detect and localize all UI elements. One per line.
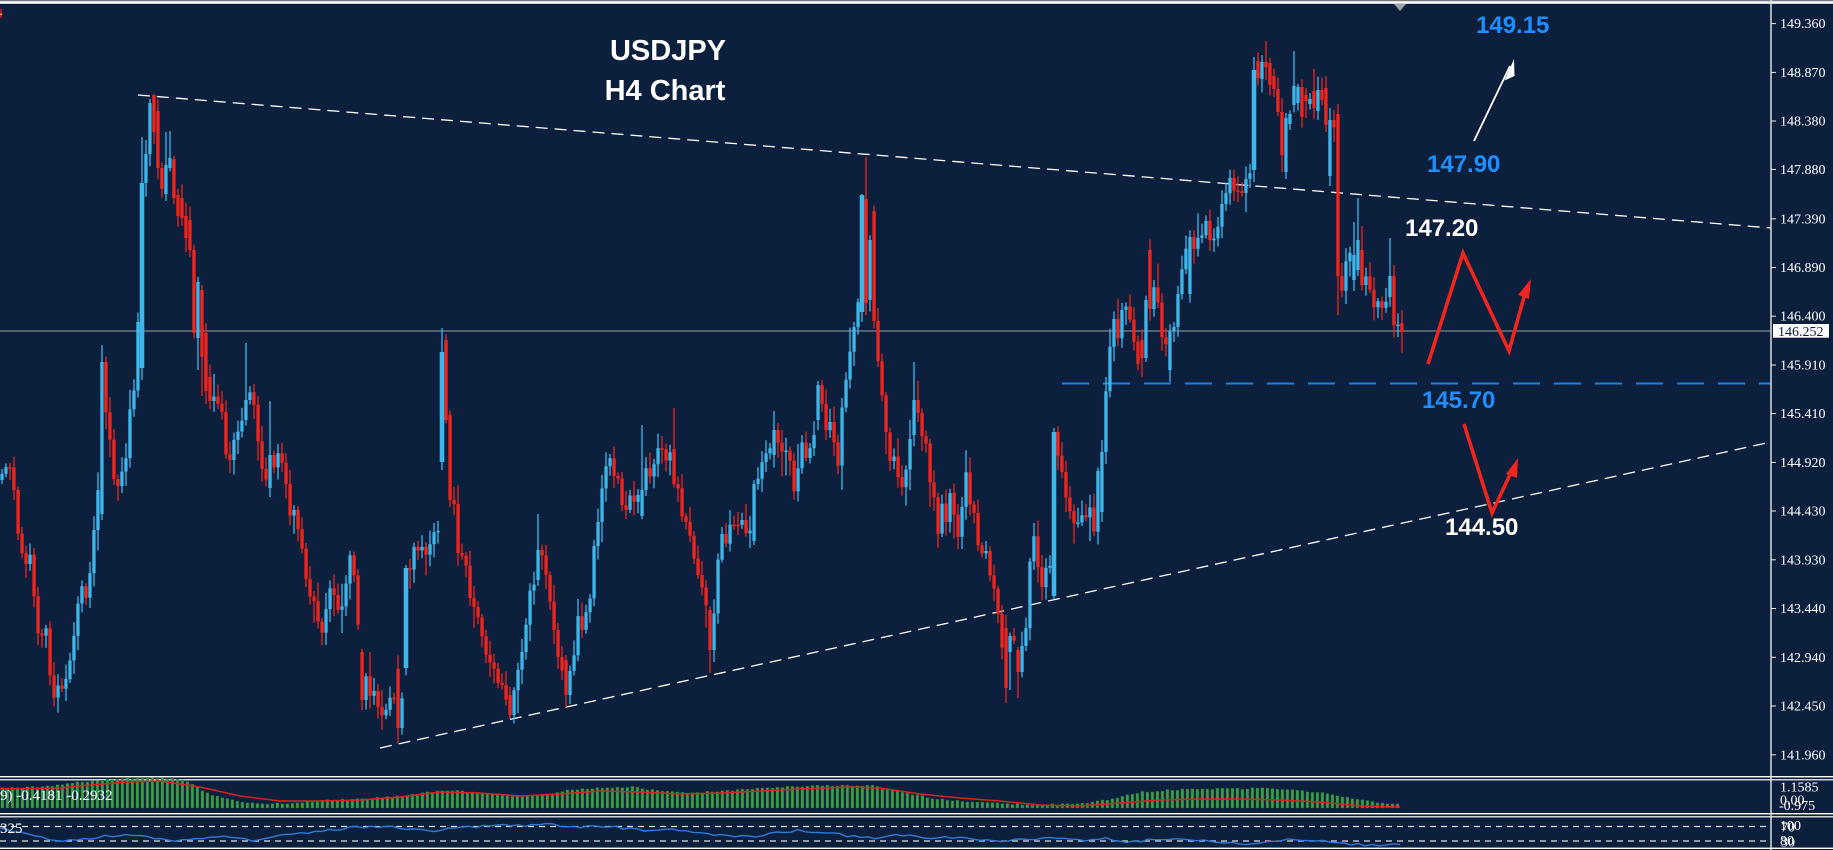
svg-text:143.930: 143.930 — [1780, 553, 1826, 568]
svg-text:9) -0.4181 -0.2932: 9) -0.4181 -0.2932 — [0, 788, 113, 804]
svg-text:145.910: 145.910 — [1780, 359, 1826, 374]
svg-text:145.410: 145.410 — [1780, 407, 1826, 422]
svg-text:141.960: 141.960 — [1780, 748, 1826, 763]
svg-text:142.940: 142.940 — [1780, 651, 1826, 666]
svg-text:148.380: 148.380 — [1780, 115, 1826, 130]
svg-text:144.50: 144.50 — [1445, 514, 1518, 541]
svg-text:142.450: 142.450 — [1780, 700, 1826, 715]
svg-text:144.920: 144.920 — [1780, 456, 1826, 471]
svg-text:143.440: 143.440 — [1780, 602, 1826, 617]
svg-text:100: 100 — [1780, 819, 1801, 834]
svg-text:USDJPY: USDJPY — [610, 35, 726, 67]
svg-text:1.1585: 1.1585 — [1780, 781, 1819, 796]
svg-text:80: 80 — [1780, 834, 1794, 849]
svg-text:149.360: 149.360 — [1780, 17, 1826, 32]
svg-text:147.880: 147.880 — [1780, 163, 1826, 178]
svg-text:144.430: 144.430 — [1780, 505, 1826, 520]
svg-text:H4 Chart: H4 Chart — [605, 75, 726, 107]
svg-text:147.90: 147.90 — [1427, 151, 1500, 178]
svg-text:30: 30 — [1781, 836, 1795, 850]
svg-text:145.70: 145.70 — [1422, 387, 1495, 414]
svg-text:148.870: 148.870 — [1780, 66, 1826, 81]
svg-text:-0.975: -0.975 — [1779, 799, 1815, 814]
svg-text:325: 325 — [0, 821, 23, 837]
svg-text:0.00: 0.00 — [1780, 794, 1805, 809]
svg-text:70: 70 — [1781, 821, 1795, 836]
svg-text:146.890: 146.890 — [1780, 261, 1826, 276]
svg-text:146.400: 146.400 — [1780, 310, 1826, 325]
svg-text:147.20: 147.20 — [1405, 215, 1478, 242]
svg-text:149.15: 149.15 — [1476, 12, 1549, 39]
svg-text:146.252: 146.252 — [1778, 325, 1824, 340]
svg-text:147.390: 147.390 — [1780, 212, 1826, 227]
